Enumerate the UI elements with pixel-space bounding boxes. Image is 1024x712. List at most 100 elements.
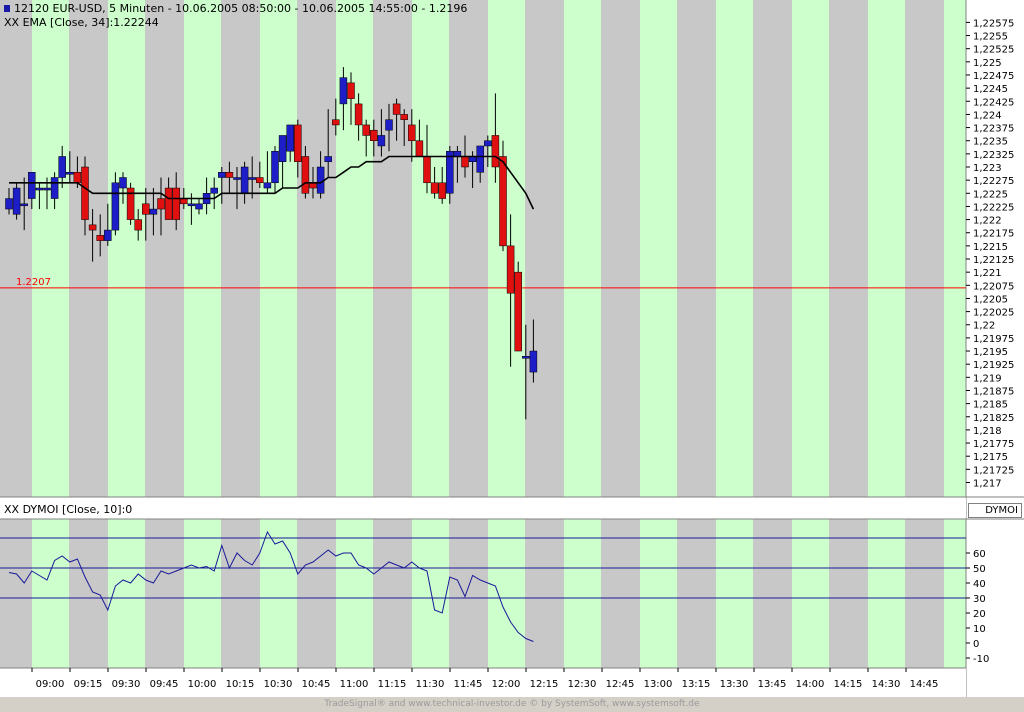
candle (514, 261, 522, 352)
candle (362, 119, 370, 157)
time-stripe (488, 519, 525, 668)
candle (430, 167, 439, 199)
y-tick-label: 1,2185 (973, 400, 1008, 411)
candle (5, 188, 13, 215)
x-tick-label: 13:30 (720, 679, 749, 690)
candle-body (286, 124, 294, 152)
footer-credit: TradeSignal® and www.technical-investor.… (324, 699, 700, 709)
candle (408, 109, 416, 162)
candle-body (35, 187, 44, 191)
y-tick-label: 1,21875 (973, 386, 1014, 397)
indicator-line (8, 530, 534, 642)
candle (172, 172, 180, 231)
candle (438, 167, 446, 204)
candle-body (12, 187, 21, 215)
candle (35, 182, 44, 210)
candle (392, 98, 401, 141)
candle-body (423, 156, 431, 184)
candle-body (484, 140, 492, 147)
candle (225, 161, 234, 194)
x-tick-label: 11:00 (340, 679, 369, 690)
candle-body (294, 124, 302, 162)
time-stripe (868, 519, 905, 668)
candle-body (225, 172, 234, 178)
x-tick-label: 09:45 (150, 679, 179, 690)
candle-body (172, 187, 180, 220)
candle (88, 209, 97, 262)
y-tick-label: 1,225 (973, 58, 1002, 69)
candle-body (522, 356, 530, 359)
candle (263, 151, 272, 194)
indicator-y-tick-label: 0 (973, 639, 979, 650)
candle-body (392, 103, 401, 115)
indicator-y-tick-label: 20 (973, 609, 986, 620)
candle-body (370, 129, 378, 141)
time-stripe (184, 519, 221, 668)
candle-body (104, 229, 112, 241)
y-tick-label: 1,21925 (973, 360, 1014, 371)
candle (385, 103, 393, 152)
candle-body (88, 224, 97, 231)
ema-label: XX EMA [Close, 34]:1.22244 (4, 16, 159, 29)
candle-body (278, 135, 287, 162)
candle (256, 161, 264, 189)
candle-body (514, 271, 522, 352)
candle-body (58, 156, 66, 178)
candle (28, 172, 36, 210)
time-stripe (792, 519, 829, 668)
y-tick-label: 1,2215 (973, 242, 1008, 253)
y-tick-label: 1,2175 (973, 452, 1008, 463)
indicator-y-tick-label: -10 (973, 654, 989, 665)
time-stripe (716, 519, 753, 668)
candle-body (377, 135, 386, 147)
candle (12, 182, 21, 220)
indicator-y-tick-label: 40 (973, 579, 986, 590)
candle (506, 214, 515, 367)
candle (233, 167, 241, 210)
candle-body (332, 119, 340, 126)
candle (66, 151, 74, 183)
candle-body (430, 182, 439, 194)
candle-body (271, 150, 279, 184)
candle-body (453, 150, 462, 157)
time-stripe (32, 0, 69, 497)
x-tick-label: 11:45 (454, 679, 483, 690)
indicator-y-tick-label: 50 (973, 564, 986, 575)
y-tick-label: 1,21825 (973, 413, 1014, 424)
candle-body (142, 203, 150, 215)
time-stripe (184, 0, 221, 497)
candle-body (81, 166, 89, 220)
candle (111, 172, 120, 236)
candle (50, 172, 59, 210)
level-line-label: 1.2207 (16, 277, 51, 288)
time-stripe (716, 0, 753, 497)
time-stripe (792, 0, 829, 497)
candle-body (96, 235, 104, 241)
time-stripe (108, 519, 145, 668)
y-tick-label: 1,218 (973, 426, 1002, 437)
candle-body (157, 198, 165, 210)
candle (476, 145, 484, 183)
ema-line (9, 155, 535, 210)
time-stripe (944, 519, 966, 668)
indicator-y-tick-label: 10 (973, 624, 986, 635)
time-stripe (412, 0, 449, 497)
time-stripe (944, 0, 966, 497)
candle-body (149, 208, 158, 215)
candle (58, 145, 66, 189)
candle (491, 93, 500, 183)
candle-body (73, 172, 82, 184)
y-tick-label: 1,22075 (973, 281, 1014, 292)
candle-body (408, 124, 416, 141)
candle-body (476, 145, 484, 173)
candle-body (66, 172, 74, 175)
candle (499, 140, 507, 252)
candle (142, 188, 150, 241)
candle (324, 109, 332, 178)
x-tick-label: 09:00 (36, 679, 65, 690)
candle-body (164, 187, 173, 220)
y-tick-label: 1,22575 (973, 18, 1014, 29)
time-stripe (260, 519, 297, 668)
